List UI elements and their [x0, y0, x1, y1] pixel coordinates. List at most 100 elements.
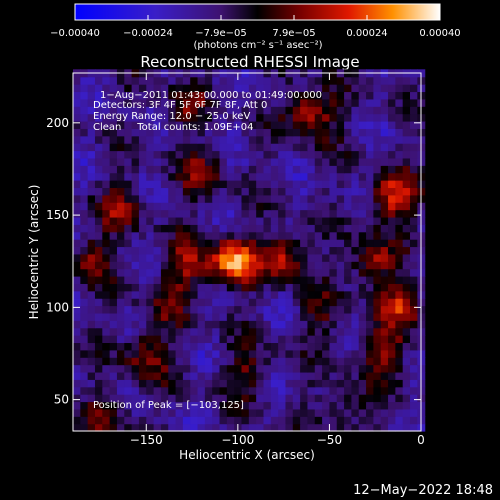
- heatmap-cell: [248, 364, 257, 373]
- heatmap-cell: [336, 379, 345, 388]
- colorbar-tick-label: −0.00024: [123, 28, 173, 39]
- heatmap-cell: [80, 394, 89, 403]
- heatmap-cell: [270, 371, 279, 380]
- heatmap-cell: [80, 305, 89, 314]
- heatmap-cell: [94, 113, 103, 122]
- heatmap-cell: [329, 305, 338, 314]
- heatmap-cell: [307, 312, 316, 321]
- heatmap-cell: [278, 128, 287, 137]
- heatmap-cell: [102, 320, 111, 329]
- heatmap-cell: [263, 135, 272, 144]
- heatmap-cell: [329, 408, 338, 417]
- heatmap-cell: [344, 408, 352, 417]
- heatmap-cell: [131, 401, 140, 410]
- heatmap-cell: [190, 157, 199, 166]
- heatmap-cell: [212, 231, 221, 240]
- heatmap-cell: [226, 194, 235, 203]
- heatmap-cell: [351, 187, 360, 196]
- heatmap-cell: [322, 349, 331, 358]
- heatmap-cell: [212, 408, 221, 417]
- heatmap-cell: [373, 84, 382, 93]
- heatmap-cell: [248, 371, 257, 380]
- heatmap-cell: [153, 364, 162, 373]
- heatmap-cell: [256, 209, 265, 218]
- heatmap-cell: [358, 216, 367, 225]
- heatmap-cell: [366, 135, 374, 144]
- heatmap-cell: [160, 231, 169, 240]
- heatmap-cell: [234, 157, 243, 166]
- heatmap-cell: [322, 423, 331, 432]
- heatmap-cell: [307, 275, 316, 284]
- heatmap-cell: [388, 268, 396, 277]
- heatmap-cell: [329, 98, 338, 107]
- heatmap-cell: [182, 76, 191, 85]
- heatmap-cell: [168, 84, 177, 93]
- heatmap-cell: [248, 91, 257, 100]
- heatmap-cell: [388, 113, 396, 122]
- heatmap-cell: [153, 239, 162, 248]
- heatmap-cell: [285, 194, 294, 203]
- heatmap-cell: [329, 268, 338, 277]
- heatmap-cell: [131, 194, 140, 203]
- heatmap-cell: [160, 120, 169, 129]
- heatmap-cell: [373, 401, 382, 410]
- heatmap-cell: [351, 224, 360, 233]
- heatmap-cell: [138, 275, 147, 284]
- heatmap-cell: [270, 202, 279, 211]
- heatmap-cell: [197, 290, 206, 299]
- heatmap-cell: [395, 216, 404, 225]
- heatmap-cell: [80, 312, 89, 321]
- heatmap-cell: [366, 357, 374, 366]
- heatmap-cell: [270, 113, 279, 122]
- heatmap-cell: [373, 91, 382, 100]
- heatmap-cell: [124, 386, 133, 395]
- heatmap-cell: [373, 268, 382, 277]
- heatmap-cell: [373, 106, 382, 115]
- heatmap-cell: [402, 394, 411, 403]
- heatmap-cell: [322, 305, 331, 314]
- heatmap-cell: [410, 209, 418, 218]
- heatmap-cell: [153, 253, 162, 262]
- heatmap-cell: [344, 290, 352, 299]
- heatmap-cell: [336, 76, 345, 85]
- heatmap-cell: [373, 298, 382, 307]
- heatmap-cell: [358, 150, 367, 159]
- heatmap-cell: [307, 401, 316, 410]
- heatmap-cell: [395, 349, 404, 358]
- heatmap-cell: [263, 128, 272, 137]
- heatmap-cell: [322, 364, 331, 373]
- heatmap-cell: [197, 224, 206, 233]
- heatmap-cell: [322, 91, 331, 100]
- heatmap-cell: [116, 84, 125, 93]
- heatmap-cell: [73, 394, 81, 403]
- heatmap-cell: [241, 261, 250, 270]
- heatmap-cell: [307, 76, 316, 85]
- heatmap-cell: [116, 283, 125, 292]
- heatmap-cell: [241, 224, 250, 233]
- heatmap-cell: [190, 84, 199, 93]
- heatmap-cell: [153, 84, 162, 93]
- heatmap-cell: [241, 349, 250, 358]
- heatmap-cell: [219, 371, 228, 380]
- heatmap-cell: [278, 357, 287, 366]
- heatmap-cell: [314, 202, 323, 211]
- heatmap-cell: [182, 275, 191, 284]
- heatmap-cell: [138, 349, 147, 358]
- heatmap-cell: [241, 172, 250, 181]
- heatmap-cell: [226, 84, 235, 93]
- heatmap-cell: [124, 290, 133, 299]
- heatmap-cell: [241, 187, 250, 196]
- heatmap-cell: [190, 106, 199, 115]
- heatmap-cell: [256, 342, 265, 351]
- heatmap-cell: [168, 165, 177, 174]
- heatmap-cell: [204, 172, 213, 181]
- heatmap-cell: [292, 231, 301, 240]
- heatmap-cell: [234, 364, 243, 373]
- heatmap-cell: [307, 290, 316, 299]
- heatmap-cell: [160, 246, 169, 255]
- heatmap-cell: [73, 224, 81, 233]
- heatmap-cell: [402, 84, 411, 93]
- heatmap-cell: [292, 128, 301, 137]
- heatmap-cell: [358, 268, 367, 277]
- heatmap-cell: [197, 283, 206, 292]
